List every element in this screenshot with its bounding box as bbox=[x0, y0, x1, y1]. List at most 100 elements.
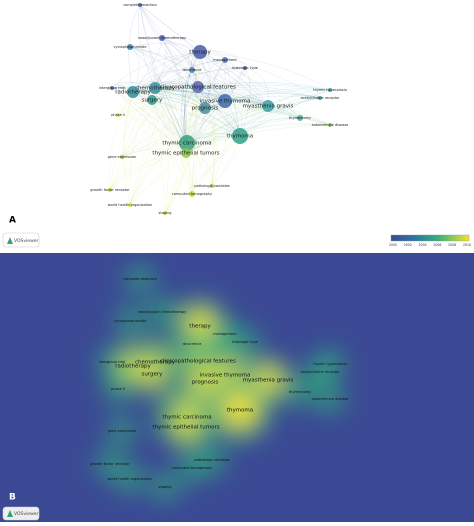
edge bbox=[109, 142, 188, 191]
edge bbox=[267, 89, 331, 107]
node-label: gene expression bbox=[108, 155, 137, 159]
edge bbox=[199, 51, 331, 126]
edge bbox=[132, 90, 269, 107]
density-blob bbox=[231, 328, 259, 356]
density-blob bbox=[148, 298, 176, 326]
panel-a-bg bbox=[0, 0, 474, 253]
edge bbox=[211, 105, 269, 187]
density-blob bbox=[108, 417, 136, 445]
density-label: computed tomography bbox=[172, 466, 212, 470]
edge bbox=[121, 100, 226, 158]
node-label: thymic epithelial tumors bbox=[152, 151, 219, 157]
density-label: thymic carcinoma bbox=[162, 415, 211, 421]
edge bbox=[191, 86, 199, 195]
edge bbox=[139, 4, 201, 53]
edge bbox=[129, 100, 226, 206]
edge bbox=[224, 93, 321, 102]
edge bbox=[154, 87, 193, 195]
node-label: prognosis bbox=[192, 106, 219, 112]
density-label: invasive thymoma bbox=[200, 373, 251, 379]
edge bbox=[117, 103, 269, 116]
edge bbox=[132, 89, 226, 102]
edge bbox=[129, 86, 199, 206]
edge bbox=[132, 91, 193, 195]
edge bbox=[111, 87, 269, 107]
scale-tick: 2000 bbox=[389, 243, 397, 247]
edge bbox=[199, 51, 241, 137]
edge bbox=[239, 67, 251, 137]
edge bbox=[111, 81, 199, 89]
node-label: pathologic variables bbox=[194, 184, 230, 188]
density-label: cyclophosphamide bbox=[114, 319, 147, 323]
color-scale bbox=[390, 234, 470, 242]
node bbox=[120, 155, 124, 159]
node bbox=[210, 184, 214, 188]
edge bbox=[117, 114, 241, 137]
edge bbox=[121, 107, 206, 158]
edge bbox=[129, 46, 206, 109]
edge bbox=[191, 69, 241, 137]
edge bbox=[129, 46, 226, 102]
edge bbox=[109, 86, 199, 191]
edge bbox=[154, 86, 226, 102]
edge bbox=[129, 46, 269, 107]
density-core bbox=[140, 362, 164, 386]
node-label: thymectomy bbox=[289, 116, 311, 120]
node bbox=[328, 123, 332, 127]
edge bbox=[109, 87, 156, 191]
edge bbox=[121, 105, 269, 158]
density-label: therapy bbox=[189, 324, 211, 330]
density-blob bbox=[306, 358, 334, 386]
node bbox=[218, 94, 232, 108]
edge bbox=[191, 51, 201, 195]
density-label: clinicopathological features bbox=[160, 359, 236, 365]
density-blob bbox=[178, 330, 206, 358]
edge bbox=[186, 117, 301, 144]
edge bbox=[154, 86, 226, 102]
edge bbox=[117, 104, 206, 116]
density-blob bbox=[151, 473, 179, 501]
node-label: growth factor receptor bbox=[90, 188, 130, 192]
node bbox=[138, 3, 142, 7]
node-label: clinicopathological features bbox=[160, 85, 236, 91]
node-label: management bbox=[213, 58, 237, 62]
edge bbox=[224, 59, 241, 137]
edge bbox=[154, 87, 269, 107]
edge bbox=[154, 85, 321, 99]
edge bbox=[204, 100, 269, 109]
edge bbox=[199, 51, 301, 119]
edge bbox=[154, 67, 246, 89]
edge bbox=[117, 114, 187, 154]
edge bbox=[138, 4, 156, 89]
edge bbox=[154, 87, 269, 107]
density-label: pathologic variables bbox=[194, 458, 230, 462]
edge bbox=[161, 37, 269, 107]
edge bbox=[109, 135, 241, 191]
edge bbox=[197, 82, 331, 91]
density-label: intergroup trial bbox=[99, 360, 125, 364]
edge bbox=[132, 89, 226, 102]
node-label: staging bbox=[159, 211, 172, 215]
node bbox=[297, 115, 303, 121]
edge bbox=[224, 88, 331, 102]
edge bbox=[184, 51, 201, 144]
node bbox=[108, 188, 112, 192]
edge bbox=[191, 100, 226, 195]
density-blob bbox=[98, 348, 126, 376]
density-label: phase ii bbox=[111, 387, 125, 391]
node bbox=[127, 86, 139, 98]
node bbox=[243, 66, 247, 70]
node bbox=[163, 211, 167, 215]
density bbox=[96, 265, 344, 501]
edge bbox=[129, 152, 187, 206]
edge bbox=[191, 69, 269, 107]
edge bbox=[129, 135, 241, 206]
node bbox=[128, 203, 132, 207]
edge bbox=[121, 51, 201, 158]
edge bbox=[161, 37, 226, 102]
node bbox=[116, 113, 120, 117]
edge bbox=[224, 59, 269, 107]
density-label: thymoma bbox=[227, 408, 253, 414]
edge bbox=[204, 95, 321, 109]
edge bbox=[154, 87, 241, 137]
